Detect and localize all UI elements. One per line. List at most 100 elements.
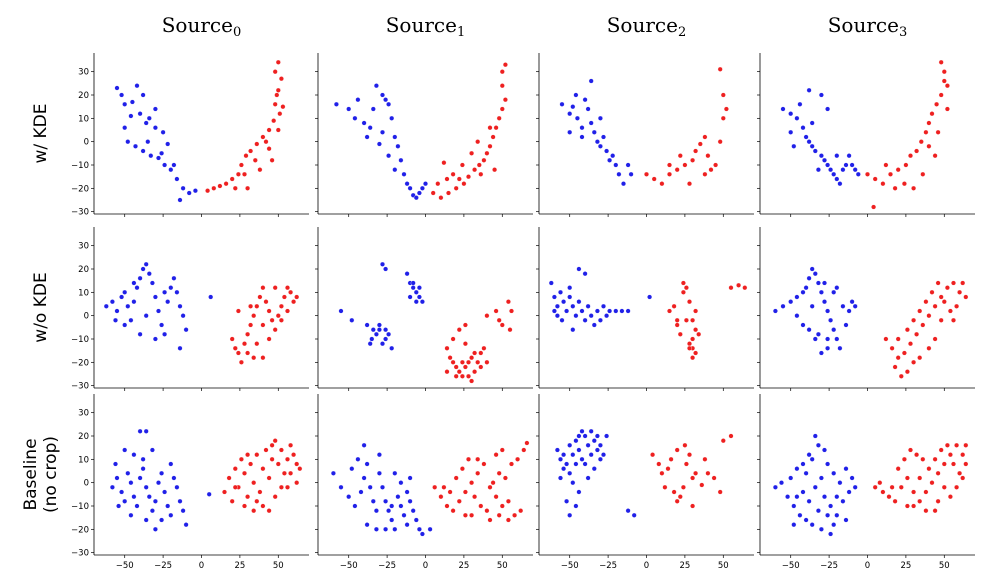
point-class_b (677, 494, 683, 500)
point-class_b (872, 176, 878, 182)
point-class_a (579, 134, 585, 140)
x-tick-label: −25 (154, 561, 172, 571)
point-class_a (567, 512, 573, 518)
point-class_a (149, 280, 155, 286)
point-class_a (407, 498, 413, 504)
point-class_a (168, 461, 174, 467)
point-class_b (272, 285, 278, 291)
point-class_a (413, 195, 419, 201)
point-class_a (834, 494, 840, 500)
point-class_a (843, 466, 849, 472)
point-class_a (809, 456, 815, 462)
point-class_a (570, 303, 576, 309)
point-class_b (901, 350, 907, 356)
point-class_b (297, 466, 303, 472)
point-class_a (564, 461, 570, 467)
point-class_b (880, 489, 886, 495)
point-class_b (682, 162, 688, 168)
column-title-base: Source (828, 13, 899, 37)
point-class_a (137, 111, 143, 117)
point-class_b (947, 452, 953, 458)
point-class_b (911, 489, 917, 495)
point-class_b (674, 167, 680, 173)
point-class_a (392, 526, 398, 532)
column-title-subscript: 3 (899, 25, 907, 40)
point-class_a (376, 141, 382, 147)
point-class_a (404, 489, 410, 495)
point-class_b (911, 185, 917, 191)
point-class_b (877, 480, 883, 486)
point-class_b (285, 308, 290, 314)
point-class_b (650, 452, 656, 458)
point-class_a (380, 129, 385, 135)
point-class_b (444, 176, 450, 182)
point-class_a (346, 106, 352, 112)
point-class_a (591, 129, 597, 135)
point-class_b (450, 336, 456, 342)
point-class_a (831, 522, 837, 528)
point-class_b (954, 484, 960, 490)
point-class_b (693, 308, 699, 314)
x-tick-label: 0 (644, 561, 649, 571)
point-class_a (561, 452, 567, 458)
point-class_a (370, 327, 376, 333)
point-class_a (192, 188, 198, 194)
point-class_a (352, 115, 358, 121)
point-class_a (554, 313, 560, 319)
point-class_a (171, 475, 177, 481)
point-class_b (475, 139, 481, 145)
point-class_b (260, 503, 266, 509)
point-class_a (333, 101, 339, 107)
y-tick-label: 10 (78, 288, 89, 298)
point-class_b (521, 447, 527, 453)
point-class_b (944, 83, 950, 89)
point-class_a (573, 461, 579, 467)
x-tick-label: −50 (561, 561, 579, 571)
y-tick-label: −20 (71, 525, 89, 535)
point-class_b (469, 150, 475, 156)
point-class_a (852, 167, 858, 173)
point-class_a (794, 115, 800, 121)
point-class_b (926, 313, 932, 319)
point-class_b (248, 461, 254, 467)
point-class_a (149, 447, 155, 453)
point-class_b (266, 308, 272, 314)
point-class_a (806, 275, 812, 281)
point-class_a (346, 494, 352, 500)
point-class_b (466, 359, 471, 365)
point-class_b (242, 470, 247, 476)
point-class_b (278, 484, 284, 490)
point-class_a (395, 494, 401, 500)
y-tick-label: −20 (71, 358, 89, 368)
point-class_b (484, 508, 490, 514)
point-class_b (713, 162, 719, 168)
point-class_a (134, 285, 140, 291)
point-class_a (806, 498, 812, 504)
point-class_a (616, 171, 622, 177)
point-class_b (462, 512, 468, 518)
point-class_b (677, 153, 683, 159)
point-class_a (361, 475, 367, 481)
point-class_a (558, 456, 563, 462)
point-class_b (917, 355, 923, 361)
point-class_b (512, 512, 518, 518)
point-class_b (651, 176, 657, 182)
point-class_a (788, 299, 794, 305)
point-class_b (475, 359, 481, 365)
column-title-base: Source (386, 13, 457, 37)
point-class_b (667, 171, 672, 177)
y-tick-label: −20 (71, 184, 89, 194)
point-class_b (911, 503, 917, 509)
point-class_b (693, 350, 699, 356)
point-class_a (119, 294, 125, 300)
point-class_a (180, 508, 186, 514)
point-class_b (469, 355, 475, 361)
point-class_b (872, 484, 878, 490)
point-class_a (828, 317, 834, 323)
point-class_a (576, 433, 582, 439)
point-class_a (846, 153, 852, 159)
x-tick-label: −25 (820, 561, 838, 571)
point-class_a (846, 308, 852, 314)
point-class_a (837, 181, 843, 187)
point-class_b (211, 185, 217, 191)
